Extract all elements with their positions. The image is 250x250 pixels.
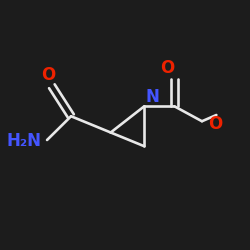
- Text: O: O: [41, 66, 55, 84]
- Text: O: O: [160, 59, 174, 77]
- Text: N: N: [146, 88, 160, 106]
- Text: H₂N: H₂N: [6, 132, 41, 150]
- Text: O: O: [208, 115, 222, 133]
